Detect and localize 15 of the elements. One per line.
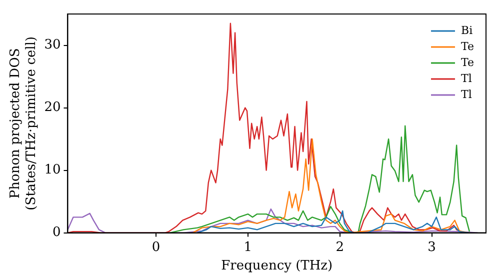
x-tick-label: 3 (428, 240, 436, 255)
legend-label: Tl (461, 88, 472, 101)
x-tick-label: 2 (336, 240, 344, 255)
legend-label: Tl (461, 72, 472, 85)
y-tick-label: 30 (44, 38, 61, 53)
legend-label: Te (461, 40, 474, 53)
y-axis-title: Phonon projected DOS (States/THz·primitive cell) (8, 36, 39, 210)
y-tick-label: 0 (52, 225, 61, 240)
y-tick-label: 10 (44, 162, 61, 178)
x-tick-label: 1 (244, 240, 252, 255)
legend-label: Bi (461, 24, 474, 37)
legend-label: Te (461, 56, 474, 69)
x-tick-label: 0 (152, 240, 160, 255)
y-tick-label: 20 (44, 100, 61, 116)
x-axis-title: Frequency (THz) (221, 258, 333, 274)
